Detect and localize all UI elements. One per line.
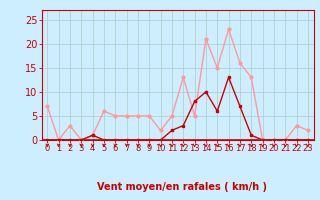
Text: Vent moyen/en rafales ( km/h ): Vent moyen/en rafales ( km/h ) [97, 182, 268, 192]
